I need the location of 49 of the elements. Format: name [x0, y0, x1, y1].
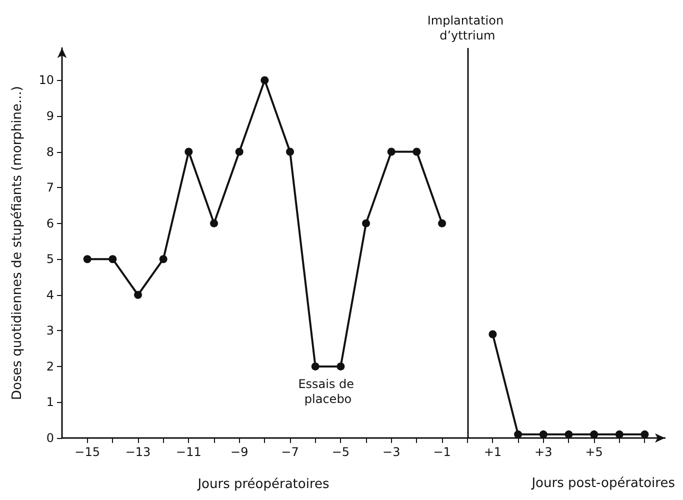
- x-axis-title: Jours préopératoires: [196, 477, 330, 492]
- x-tick-label: −11: [176, 445, 202, 459]
- point: [412, 148, 421, 156]
- y-tick-label: 1: [46, 395, 54, 410]
- x-tick-label: −9: [230, 445, 248, 459]
- y-axis-title: Doses quotidiennes de stupéfiants (morphine...): [10, 86, 25, 400]
- point: [640, 430, 649, 438]
- point: [539, 430, 548, 438]
- point: [514, 430, 522, 438]
- y-tick-label: 2: [46, 359, 54, 374]
- point: [235, 148, 244, 156]
- point: [108, 255, 117, 264]
- point: [590, 430, 598, 438]
- annotation: Essais de placebo: [298, 376, 358, 406]
- y-tick-label: 4: [46, 288, 54, 302]
- y-tick-label: 6: [46, 216, 54, 230]
- x-tick-label: +3: [534, 445, 552, 459]
- point: [159, 255, 168, 264]
- point: [286, 148, 294, 156]
- point: [336, 362, 345, 370]
- x-tick-label: −13: [125, 445, 151, 459]
- y-tick-label: 5: [46, 252, 54, 266]
- point: [387, 148, 396, 156]
- y-tick-label: 8: [46, 144, 54, 159]
- point: [83, 255, 92, 264]
- x-tick-label: −7: [281, 445, 299, 459]
- ref-line-label: Implantation d’yttrium: [427, 14, 508, 42]
- point: [184, 148, 193, 156]
- point: [362, 219, 370, 228]
- y-tick-label: 7: [46, 180, 54, 195]
- y-tick-label: 3: [46, 324, 54, 338]
- y-tick-label: 9: [46, 108, 54, 123]
- point: [488, 330, 497, 338]
- point: [260, 76, 269, 84]
- y-tick-label: 10: [38, 73, 54, 88]
- x-tick-label: −1: [433, 445, 451, 459]
- x-tick-label: −15: [74, 445, 100, 459]
- x-tick-label: +1: [484, 445, 502, 459]
- point: [311, 362, 320, 370]
- point: [438, 219, 446, 228]
- text: Jours post-opératoires: [530, 476, 676, 491]
- x-tick-label: +5: [585, 445, 603, 459]
- point: [210, 219, 218, 228]
- point: [564, 430, 573, 438]
- x-tick-label: −3: [382, 445, 400, 459]
- point: [615, 430, 624, 438]
- x-tick-label: −5: [332, 445, 350, 459]
- point: [134, 290, 142, 299]
- y-tick-label: 0: [46, 431, 54, 445]
